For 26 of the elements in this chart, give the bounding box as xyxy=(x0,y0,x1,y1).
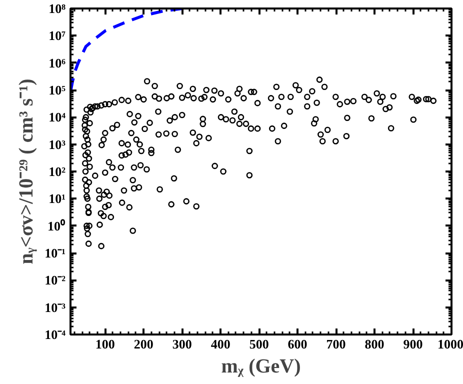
y-axis-title: nᵧ<σv>/10⁻²⁹ ( cm³ s⁻¹) xyxy=(16,78,38,264)
x-tick-label: 300 xyxy=(172,336,192,352)
y-tick-label: 10⁸ xyxy=(48,1,66,16)
x-tick-label: 500 xyxy=(249,336,269,352)
x-tick-label: 900 xyxy=(403,336,423,352)
line-series xyxy=(70,8,184,92)
y-tick-label: 10⁴ xyxy=(48,110,66,125)
y-tick-label: 10² xyxy=(48,164,66,179)
y-tick-label: 10⁻³ xyxy=(44,300,66,315)
x-tick-label: 700 xyxy=(326,336,346,352)
y-tick-label: 10⁶ xyxy=(48,55,66,70)
x-tick-label: 200 xyxy=(134,336,154,352)
y-tick-label: 10⁰ xyxy=(48,218,66,234)
x-tick-label: 600 xyxy=(288,336,308,352)
x-tick-label: 100 xyxy=(95,336,115,352)
y-tick-label: 10⁷ xyxy=(48,28,66,44)
y-tick-label: 10⁻⁴ xyxy=(44,327,66,342)
y-tick-label: 10⁻¹ xyxy=(44,246,66,260)
x-tick-label: 400 xyxy=(210,336,230,352)
x-tick-label: 1000 xyxy=(438,336,463,352)
y-tick-label: 10⁻² xyxy=(44,272,66,288)
y-tick-label: 10⁵ xyxy=(48,82,66,98)
y-tick-label: 10³ xyxy=(48,136,66,152)
x-axis-title: mᵪ (GeV) xyxy=(221,356,301,378)
x-tick-label: 800 xyxy=(364,336,384,352)
y-tick-label: 10¹ xyxy=(48,191,66,206)
